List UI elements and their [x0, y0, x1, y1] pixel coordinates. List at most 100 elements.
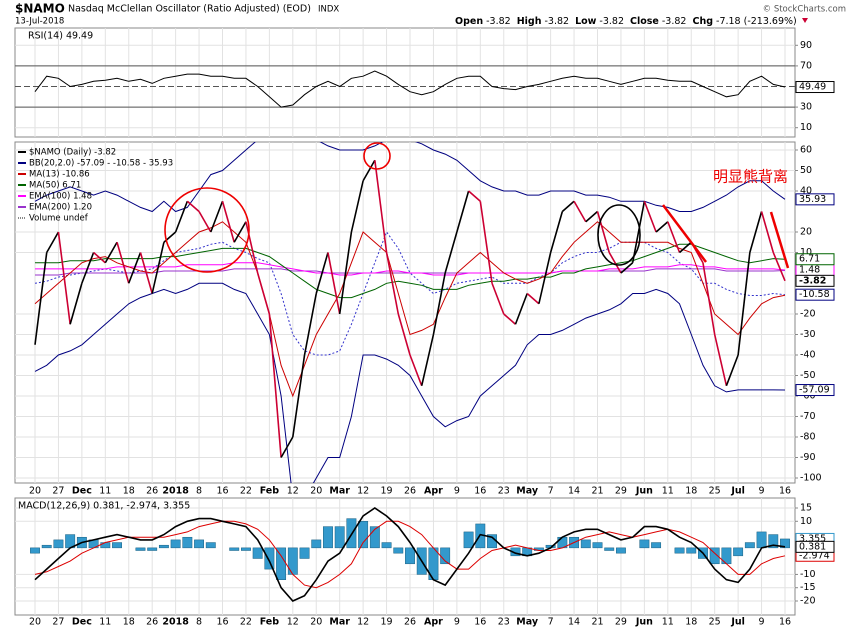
- x-tick-label: 2018: [162, 617, 189, 628]
- x-tick-label: 26: [404, 617, 416, 628]
- annotations: 明显熊背离: [164, 142, 790, 273]
- y-tick-label: 10: [800, 247, 812, 258]
- series-segment: [116, 242, 130, 284]
- series-segment: [210, 200, 224, 233]
- series-segment: [468, 190, 481, 202]
- series-segment: [456, 190, 470, 233]
- series-line: [34, 70, 786, 108]
- series-segment: [81, 252, 95, 284]
- histogram-bar: [358, 521, 369, 549]
- series-segment: [374, 160, 388, 253]
- x-tick-label: 14: [568, 486, 580, 497]
- series-segment: [772, 252, 786, 282]
- ohlc-label: Open: [455, 16, 483, 27]
- copyright: © StockCharts.com: [763, 5, 846, 15]
- x-tick-label: 19: [381, 486, 393, 497]
- value-box: [795, 81, 835, 94]
- histogram-bar: [53, 539, 64, 549]
- histogram-bar: [616, 547, 626, 554]
- x-tick-label: 22: [240, 617, 252, 628]
- x-tick-label: 16: [779, 617, 791, 628]
- x-tick-label: 19: [381, 617, 393, 628]
- x-tick-label: May: [516, 486, 539, 497]
- histogram-bar: [241, 547, 251, 551]
- x-tick-label: 12: [357, 486, 369, 497]
- x-tick-label: 18: [123, 486, 135, 497]
- y-tick-label: -40: [800, 350, 816, 361]
- y-tick-label: 20: [800, 227, 812, 238]
- series-segment: [362, 159, 376, 182]
- legend-entry: $NAMO (Daily) -3.82: [29, 148, 116, 158]
- y-tick-label: 15: [800, 503, 812, 514]
- x-tick-label: Dec: [72, 486, 92, 497]
- x-tick-label: 11: [662, 617, 674, 628]
- x-tick-label: 23: [498, 617, 510, 628]
- series-segment: [561, 200, 575, 213]
- x-tick-label: 29: [615, 617, 627, 628]
- x-tick-label: 2018: [162, 486, 189, 497]
- value-box: [795, 288, 835, 301]
- y-tick-label: -20: [800, 596, 816, 607]
- series-segment: [667, 221, 681, 253]
- histogram-bar: [264, 547, 275, 570]
- x-tick-label: 9: [454, 617, 460, 628]
- panel-2: [15, 498, 795, 615]
- x-tick-label: 11: [662, 486, 674, 497]
- ohlc-value: -3.82: [544, 16, 569, 27]
- panel-0: [15, 28, 795, 137]
- value-box: [795, 253, 835, 266]
- series-segment: [186, 200, 200, 213]
- ohlc-value: -7.18: [716, 16, 741, 27]
- x-tick-label: Jun: [635, 486, 653, 497]
- x-tick-label: 25: [709, 486, 721, 497]
- ohlc-label: Close: [630, 16, 659, 27]
- x-tick-label: 25: [709, 617, 721, 628]
- y-tick-label: -80: [800, 432, 816, 443]
- histogram-bar: [744, 542, 755, 549]
- series-segment: [643, 200, 657, 233]
- x-tick-label: 16: [216, 486, 228, 497]
- ohlc-pct: (-213.69%): [744, 16, 797, 27]
- panel-title: RSI(14) 49.49: [28, 31, 93, 42]
- histogram-bar: [287, 547, 298, 575]
- x-tick-label: 27: [52, 617, 64, 628]
- histogram-bar: [194, 539, 204, 549]
- x-tick-label: Jul: [730, 486, 745, 497]
- series-segment: [245, 221, 259, 274]
- x-tick-label: Mar: [329, 617, 350, 628]
- ohlc-value: -3.82: [599, 16, 624, 27]
- exchange: INDX: [318, 5, 339, 15]
- legend-entry: EMA(100) 1.48: [29, 192, 92, 202]
- series-segment: [327, 252, 341, 315]
- value-box-label: 0.381: [799, 541, 826, 552]
- symbol: $NAMO: [15, 2, 65, 16]
- x-tick-label: Apr: [424, 617, 443, 628]
- series-segment: [514, 293, 528, 325]
- ohlc-label: Chg: [692, 16, 713, 27]
- x-tick-label: Feb: [260, 617, 280, 628]
- series-segment: [585, 210, 599, 223]
- histogram-bar: [205, 542, 216, 549]
- value-box-label: -2.974: [799, 550, 830, 561]
- series-segment: [221, 201, 235, 243]
- value-box-label: 49.49: [799, 82, 826, 93]
- series-segment: [608, 252, 622, 274]
- legend-entry: MA(50) 6.71: [29, 181, 81, 191]
- series-segment: [350, 180, 364, 233]
- histogram-bar: [686, 547, 697, 554]
- series-segment: [549, 211, 564, 253]
- y-tick-label: -20: [800, 309, 816, 320]
- series-segment: [725, 354, 739, 387]
- price-panel: [14, 141, 796, 484]
- series-segment: [233, 221, 247, 243]
- x-tick-label: 18: [123, 617, 135, 628]
- date: 13-Jul-2018: [15, 17, 64, 27]
- x-tick-label: 12: [287, 617, 299, 628]
- value-box-label: -10.58: [799, 289, 830, 300]
- series-segment: [655, 221, 669, 233]
- histogram-bar: [381, 542, 392, 549]
- histogram-bar: [334, 526, 345, 549]
- histogram-bar: [252, 547, 263, 559]
- series-segment: [303, 293, 318, 356]
